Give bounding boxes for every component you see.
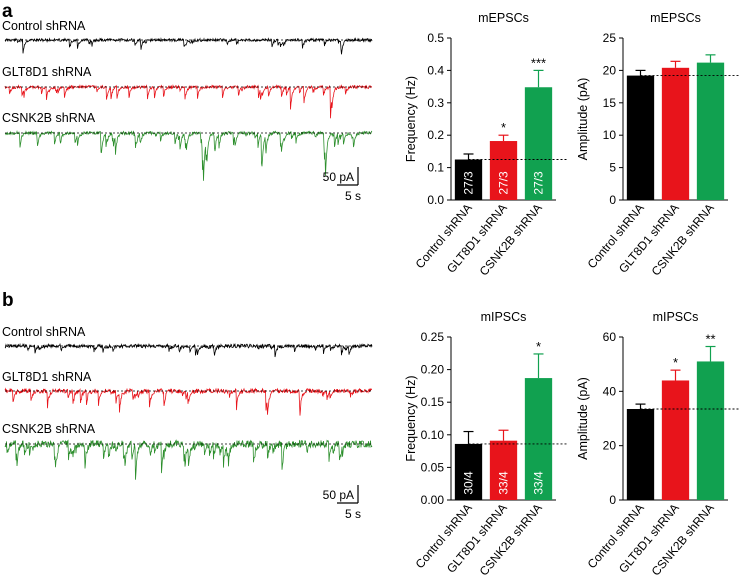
y-tick-label: 10 bbox=[603, 128, 617, 142]
trace-a-control bbox=[4, 37, 373, 55]
trace-label-a-control: Control shRNA bbox=[2, 19, 86, 33]
x-tick-label: CSNK2B shRNA bbox=[649, 501, 717, 578]
y-tick-label: 0.4 bbox=[427, 63, 444, 77]
bar-n-label: 27/3 bbox=[497, 171, 511, 195]
y-tick-label: 5 bbox=[609, 161, 616, 175]
bar-n-label: 30/4 bbox=[462, 471, 476, 495]
significance-marker: ** bbox=[705, 332, 715, 347]
trace-a-glt8d1 bbox=[4, 84, 372, 119]
y-axis-label: Frequency (Hz) bbox=[404, 375, 418, 461]
bar bbox=[489, 440, 518, 500]
x-tick-label: CSNK2B shRNA bbox=[477, 201, 545, 278]
trace-label-a-csnk2b: CSNK2B shRNA bbox=[2, 111, 96, 125]
chart-mipsc-frequency: mIPSCs Frequency (Hz) 0.00 0.05 0.10 0.15 0.20… bbox=[404, 310, 568, 578]
trace-label-b-control: Control shRNA bbox=[2, 325, 86, 339]
y-tick-label: 0.3 bbox=[427, 96, 444, 110]
y-tick-label: 0.20 bbox=[421, 363, 445, 377]
y-tick-label: 0.2 bbox=[427, 128, 444, 142]
y-tick-label: 0.25 bbox=[421, 330, 445, 344]
y-tick-label: 0.0 bbox=[427, 193, 444, 207]
x-tick-label: CSNK2B shRNA bbox=[477, 501, 545, 578]
bar bbox=[454, 159, 483, 200]
y-tick-label: 0.10 bbox=[421, 428, 445, 442]
bar bbox=[524, 378, 553, 500]
chart-title: mEPSCs bbox=[478, 11, 529, 25]
y-tick-label: 0 bbox=[609, 493, 616, 507]
y-tick-label: 0.15 bbox=[421, 395, 445, 409]
trace-label-a-glt8d1: GLT8D1 shRNA bbox=[2, 65, 92, 79]
scale-bar-current-label: 50 pA bbox=[323, 488, 354, 502]
bar bbox=[626, 75, 655, 200]
bar-n-label: 27/3 bbox=[532, 171, 546, 195]
bar-n-label: 33/4 bbox=[497, 471, 511, 495]
bar-n-label: 27/3 bbox=[462, 171, 476, 195]
trace-b-csnk2b bbox=[4, 439, 373, 480]
panel-letter-a: a bbox=[2, 1, 13, 22]
y-axis-label: Frequency (Hz) bbox=[404, 76, 418, 162]
panel-letter-b: b bbox=[2, 290, 14, 311]
y-axis-label: Amplitude (pA) bbox=[576, 377, 590, 460]
y-tick-label: 0.5 bbox=[427, 31, 444, 45]
trace-a-csnk2b bbox=[4, 129, 373, 181]
chart-mepsc-frequency: mEPSCs Frequency (Hz) 0.0 0.1 0.2 0.3 0.4 0.5 27… bbox=[404, 11, 568, 278]
y-tick-label: 0.1 bbox=[427, 161, 444, 175]
chart-title: mIPSCs bbox=[481, 310, 527, 324]
trace-label-b-glt8d1: GLT8D1 shRNA bbox=[2, 370, 92, 384]
bar bbox=[454, 443, 483, 500]
trace-b-glt8d1 bbox=[4, 387, 372, 416]
bar bbox=[489, 141, 518, 200]
y-tick-label: 60 bbox=[603, 330, 617, 344]
y-tick-label: 15 bbox=[603, 96, 617, 110]
trace-label-b-csnk2b: CSNK2B shRNA bbox=[2, 422, 96, 436]
y-axis-label: Amplitude (pA) bbox=[576, 78, 590, 161]
significance-marker: *** bbox=[531, 55, 546, 70]
chart-title: mIPSCs bbox=[653, 310, 699, 324]
significance-marker: * bbox=[501, 120, 506, 135]
bar bbox=[696, 361, 725, 500]
y-tick-label: 20 bbox=[603, 63, 617, 77]
scale-bar-b: 50 pA 5 s bbox=[323, 485, 361, 521]
y-tick-label: 0.00 bbox=[421, 493, 445, 507]
trace-b-control bbox=[4, 342, 373, 358]
significance-marker: * bbox=[536, 339, 541, 354]
y-tick-label: 25 bbox=[603, 31, 617, 45]
scale-bar-current-label: 50 pA bbox=[323, 170, 354, 184]
bar bbox=[696, 62, 725, 201]
scale-bar-time-label: 5 s bbox=[345, 507, 361, 521]
y-tick-label: 20 bbox=[603, 439, 617, 453]
bar bbox=[661, 380, 690, 500]
significance-marker: * bbox=[673, 355, 678, 370]
bar bbox=[524, 87, 553, 200]
y-tick-label: 0 bbox=[609, 193, 616, 207]
chart-title: mEPSCs bbox=[650, 11, 701, 25]
y-tick-label: 0.05 bbox=[421, 460, 445, 474]
scale-bar-a: 50 pA 5 s bbox=[323, 167, 361, 203]
scale-bar-time-label: 5 s bbox=[345, 189, 361, 203]
bar bbox=[661, 67, 690, 200]
bar bbox=[626, 408, 655, 500]
x-tick-label: CSNK2B shRNA bbox=[649, 201, 717, 278]
bar-n-label: 33/4 bbox=[532, 471, 546, 495]
trace-group bbox=[4, 37, 373, 480]
y-tick-label: 40 bbox=[603, 384, 617, 398]
